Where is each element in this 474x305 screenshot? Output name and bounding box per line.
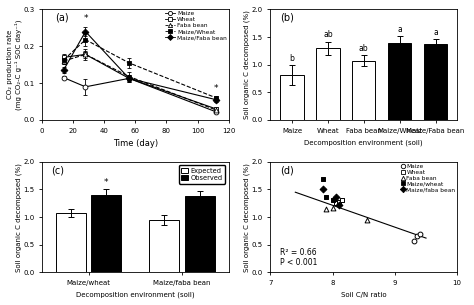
Y-axis label: Soil organic C decomposed (%): Soil organic C decomposed (%) bbox=[244, 163, 250, 271]
Text: *: * bbox=[104, 178, 109, 187]
Legend: Expected, Observed: Expected, Observed bbox=[179, 165, 225, 184]
Point bbox=[332, 201, 339, 206]
Text: *: * bbox=[198, 180, 202, 189]
X-axis label: Decomposition environment (soil): Decomposition environment (soil) bbox=[76, 292, 195, 298]
Y-axis label: Soil organic C decomposed (%): Soil organic C decomposed (%) bbox=[15, 163, 22, 271]
Bar bbox=[149, 220, 179, 272]
Point bbox=[335, 203, 343, 207]
Text: ab: ab bbox=[359, 44, 369, 53]
Text: *: * bbox=[83, 14, 88, 23]
X-axis label: Decomposition environment (soil): Decomposition environment (soil) bbox=[304, 139, 423, 146]
Y-axis label: CO₂ production rate
(mg CO₂-C g⁻¹ SOC day⁻¹): CO₂ production rate (mg CO₂-C g⁻¹ SOC da… bbox=[7, 20, 22, 110]
Point bbox=[319, 177, 327, 182]
Text: (a): (a) bbox=[55, 13, 69, 23]
Point bbox=[338, 198, 346, 203]
Point bbox=[410, 239, 418, 243]
Point bbox=[416, 231, 424, 236]
X-axis label: Time (day): Time (day) bbox=[113, 139, 158, 148]
Legend: Maize, Wheat, Faba bean, Maize/Wheat, Maize/Faba bean: Maize, Wheat, Faba bean, Maize/Wheat, Ma… bbox=[165, 11, 227, 40]
Point bbox=[363, 217, 371, 222]
Point bbox=[413, 234, 420, 239]
Point bbox=[329, 205, 337, 210]
Text: R² = 0.66
P < 0.001: R² = 0.66 P < 0.001 bbox=[280, 248, 317, 267]
Text: (d): (d) bbox=[280, 165, 293, 175]
Text: b: b bbox=[290, 53, 294, 63]
Text: (c): (c) bbox=[51, 165, 64, 175]
Point bbox=[323, 195, 330, 200]
Point bbox=[335, 200, 343, 205]
Bar bbox=[280, 75, 304, 120]
Bar bbox=[316, 48, 339, 120]
Bar bbox=[91, 195, 121, 272]
Point bbox=[329, 198, 337, 203]
Text: (b): (b) bbox=[280, 13, 293, 23]
Bar bbox=[424, 44, 447, 120]
Text: a: a bbox=[433, 27, 438, 37]
Bar bbox=[56, 213, 86, 272]
Point bbox=[319, 187, 327, 192]
Point bbox=[332, 194, 339, 199]
Bar bbox=[388, 43, 411, 120]
Y-axis label: Soil organic C decomposed (%): Soil organic C decomposed (%) bbox=[244, 10, 250, 119]
X-axis label: Soil C/N ratio: Soil C/N ratio bbox=[341, 292, 387, 298]
Legend: Maize, Wheat, Faba bean, Maize/wheat, Maize/faba bean: Maize, Wheat, Faba bean, Maize/wheat, Ma… bbox=[402, 163, 456, 192]
Bar bbox=[185, 196, 215, 272]
Text: ab: ab bbox=[323, 30, 333, 39]
Point bbox=[323, 206, 330, 211]
Text: a: a bbox=[397, 25, 402, 34]
Text: *: * bbox=[214, 84, 219, 93]
Bar bbox=[352, 61, 375, 120]
